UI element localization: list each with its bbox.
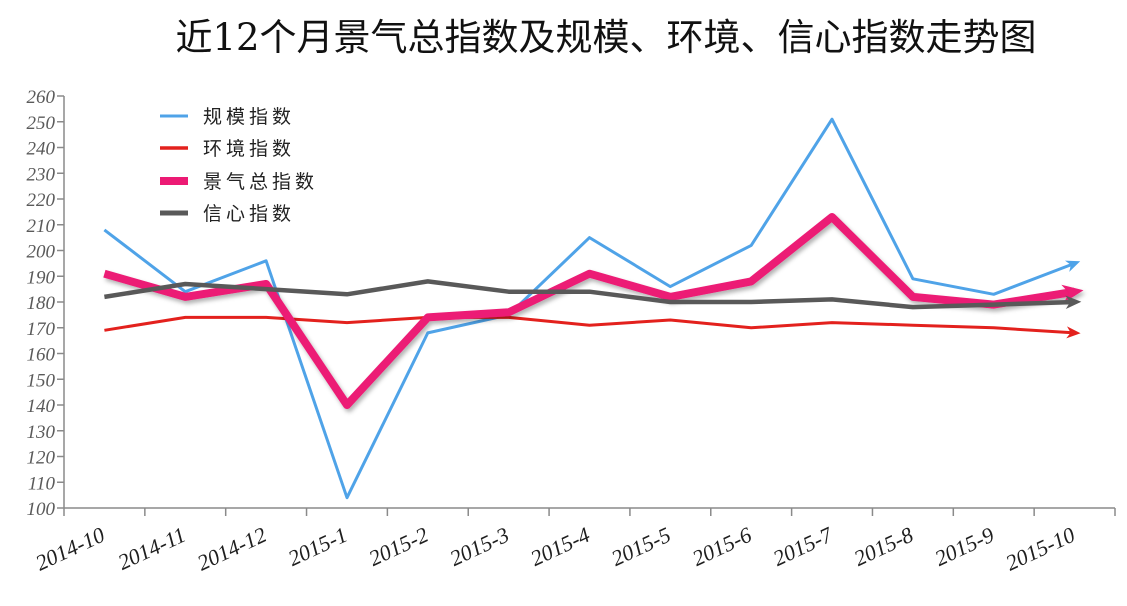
x-tick-label: 2015-5 — [607, 522, 674, 571]
legend-label: 景气总指数 — [203, 171, 318, 193]
axes: 100 110 120 130 140 150 160 170 180 190 200 210 220 2… — [27, 87, 1116, 576]
x-tick-label: 2015-6 — [688, 522, 755, 571]
x-tick-label: 2015-9 — [931, 522, 998, 571]
composite-index-line — [103, 213, 1084, 409]
x-tick-label: 2015-3 — [446, 522, 513, 571]
x-tick-label: 2015-4 — [527, 522, 594, 571]
scale-index-line — [103, 117, 1081, 500]
y-tick-label: 140 — [27, 396, 56, 417]
y-tick-label: 190 — [27, 267, 56, 288]
y-tick-label: 230 — [27, 164, 56, 185]
legend-item-scale-index: 规模指数 — [160, 106, 295, 128]
y-tick-label: 240 — [27, 139, 56, 160]
y-tick-label: 160 — [27, 345, 56, 366]
x-tick-label: 2015-10 — [1002, 522, 1079, 576]
y-tick-label: 110 — [28, 473, 56, 494]
legend: 规模指数 环境指数 景气总指数 信心指数 — [160, 106, 318, 225]
y-tick-label: 260 — [27, 87, 56, 108]
legend-label: 信心指数 — [203, 203, 295, 225]
y-tick-label: 220 — [27, 190, 56, 211]
environment-index-line — [104, 315, 1081, 339]
y-tick-label: 150 — [27, 370, 56, 391]
y-tick-label: 200 — [27, 242, 56, 263]
legend-item-environment-index: 环境指数 — [160, 138, 295, 160]
legend-label: 环境指数 — [203, 138, 295, 160]
y-tick-label: 210 — [27, 216, 56, 237]
x-tick-label: 2015-7 — [769, 521, 837, 570]
series-layer — [103, 117, 1084, 500]
y-tick-label: 100 — [27, 499, 56, 520]
x-tick-label: 2015-1 — [284, 522, 351, 571]
x-tick-label: 2015-2 — [365, 522, 432, 571]
y-tick-label: 130 — [27, 422, 56, 443]
y-tick-label: 180 — [27, 293, 56, 314]
legend-label: 规模指数 — [203, 106, 295, 128]
y-tick-label: 250 — [27, 113, 56, 134]
x-tick-label: 2014-11 — [114, 522, 190, 575]
y-tick-label: 170 — [27, 319, 56, 340]
legend-item-composite-index: 景气总指数 — [160, 171, 318, 193]
chart-title: 近12个月景气总指数及规模、环境、信心指数走势图 — [175, 16, 1036, 59]
x-tick-label: 2015-8 — [850, 522, 917, 571]
x-tick-label: 2014-12 — [193, 522, 270, 576]
legend-item-confidence-index: 信心指数 — [160, 203, 295, 225]
x-tick-label: 2014-10 — [31, 522, 108, 576]
y-tick-label: 120 — [27, 448, 56, 469]
confidence-index-line — [104, 279, 1082, 310]
